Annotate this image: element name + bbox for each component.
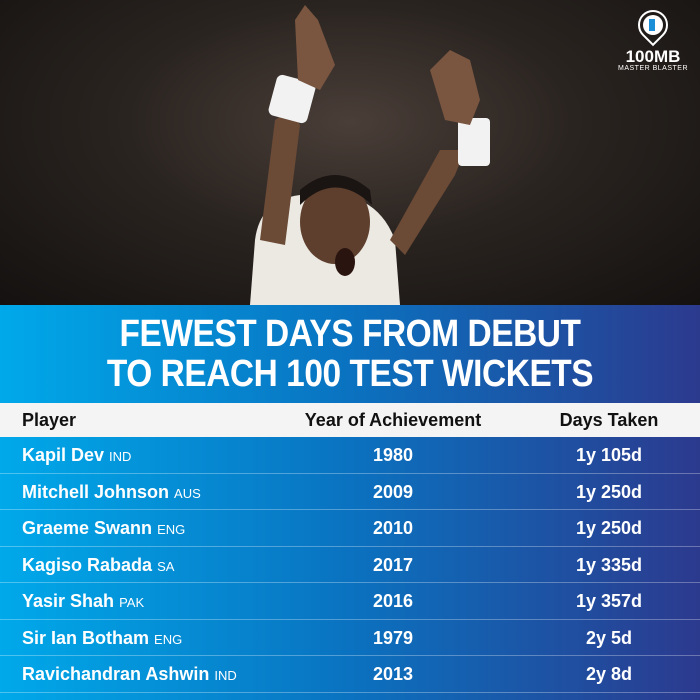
title-line-2: TO REACH 100 TEST WICKETS: [106, 353, 594, 395]
country-code: IND: [214, 668, 237, 683]
country-code: SA: [157, 558, 175, 574]
map-pin-icon: [631, 3, 675, 47]
year-cell: 2013: [372, 664, 414, 684]
logo-brand: 100MB: [625, 47, 681, 66]
year-cell: 1979: [372, 627, 414, 648]
player-cell: Kagiso Rabada SA: [22, 555, 174, 576]
days-cell: 1y 250d: [575, 518, 643, 538]
table-row: Graeme Swann ENG 2010 1y 250d: [0, 510, 700, 547]
days-cell: 1y 105d: [575, 445, 643, 465]
year-cell: 2017: [372, 554, 414, 575]
page-title: FEWEST DAYS FROM DEBUT TO REACH 100 TEST…: [42, 305, 658, 403]
player-name: Sir Ian Botham: [22, 627, 150, 648]
player-name: Yasir Shah: [22, 591, 115, 611]
year-cell: 2016: [372, 591, 414, 611]
country-code: AUS: [174, 485, 201, 501]
title-line-1: FEWEST DAYS FROM DEBUT: [119, 313, 581, 355]
player-cell: Sir Ian Botham ENG: [22, 628, 182, 649]
player-cell: Ravichandran Ashwin IND: [22, 664, 237, 685]
player-cell: Graeme Swann ENG: [22, 518, 185, 539]
player-cell: Mitchell Johnson AUS: [22, 482, 201, 503]
country-code: PAK: [119, 595, 145, 610]
table-row: Sir Ian Botham ENG 1979 2y 5d: [0, 620, 700, 656]
year-cell: 1980: [372, 445, 414, 465]
player-name: Kagiso Rabada: [22, 554, 153, 575]
days-cell: 1y 357d: [575, 591, 643, 611]
player-name: Ravichandran Ashwin: [22, 664, 210, 684]
table-row: Ravichandran Ashwin IND 2013 2y 8d: [0, 656, 700, 693]
hero-photo: 100MB MASTER BLASTER: [0, 0, 700, 305]
header-player: Player: [22, 410, 77, 430]
bowler-illustration: [250, 5, 490, 305]
country-code: ENG: [154, 631, 183, 647]
days-cell: 1y 335d: [575, 554, 643, 575]
player-cell: Yasir Shah PAK: [22, 591, 144, 612]
table-row: Yasir Shah PAK 2016 1y 357d: [0, 583, 700, 620]
player-name: Mitchell Johnson: [22, 481, 170, 502]
days-cell: 2y 8d: [585, 664, 633, 684]
year-cell: 2009: [372, 481, 414, 502]
gradient-background: [0, 305, 700, 700]
country-code: IND: [109, 449, 132, 464]
player-cell: Kapil Dev IND: [22, 445, 131, 466]
header-days: Days Taken: [559, 410, 659, 430]
player-name: Graeme Swann: [22, 518, 153, 538]
table-row: Mitchell Johnson AUS 2009 1y 250d: [0, 474, 700, 510]
brand-logo: 100MB MASTER BLASTER: [618, 3, 689, 72]
table-header: Player Year of Achievement Days Taken: [0, 403, 700, 437]
table-row: Kagiso Rabada SA 2017 1y 335d: [0, 547, 700, 583]
player-name: Kapil Dev: [22, 445, 105, 465]
logo-tagline: MASTER BLASTER: [618, 65, 689, 72]
days-cell: 1y 250d: [575, 481, 643, 502]
year-cell: 2010: [372, 518, 414, 538]
table-row: Kapil Dev IND 1980 1y 105d: [0, 437, 700, 474]
country-code: ENG: [157, 522, 186, 537]
header-year: Year of Achievement: [304, 410, 482, 430]
days-cell: 2y 5d: [585, 627, 633, 648]
